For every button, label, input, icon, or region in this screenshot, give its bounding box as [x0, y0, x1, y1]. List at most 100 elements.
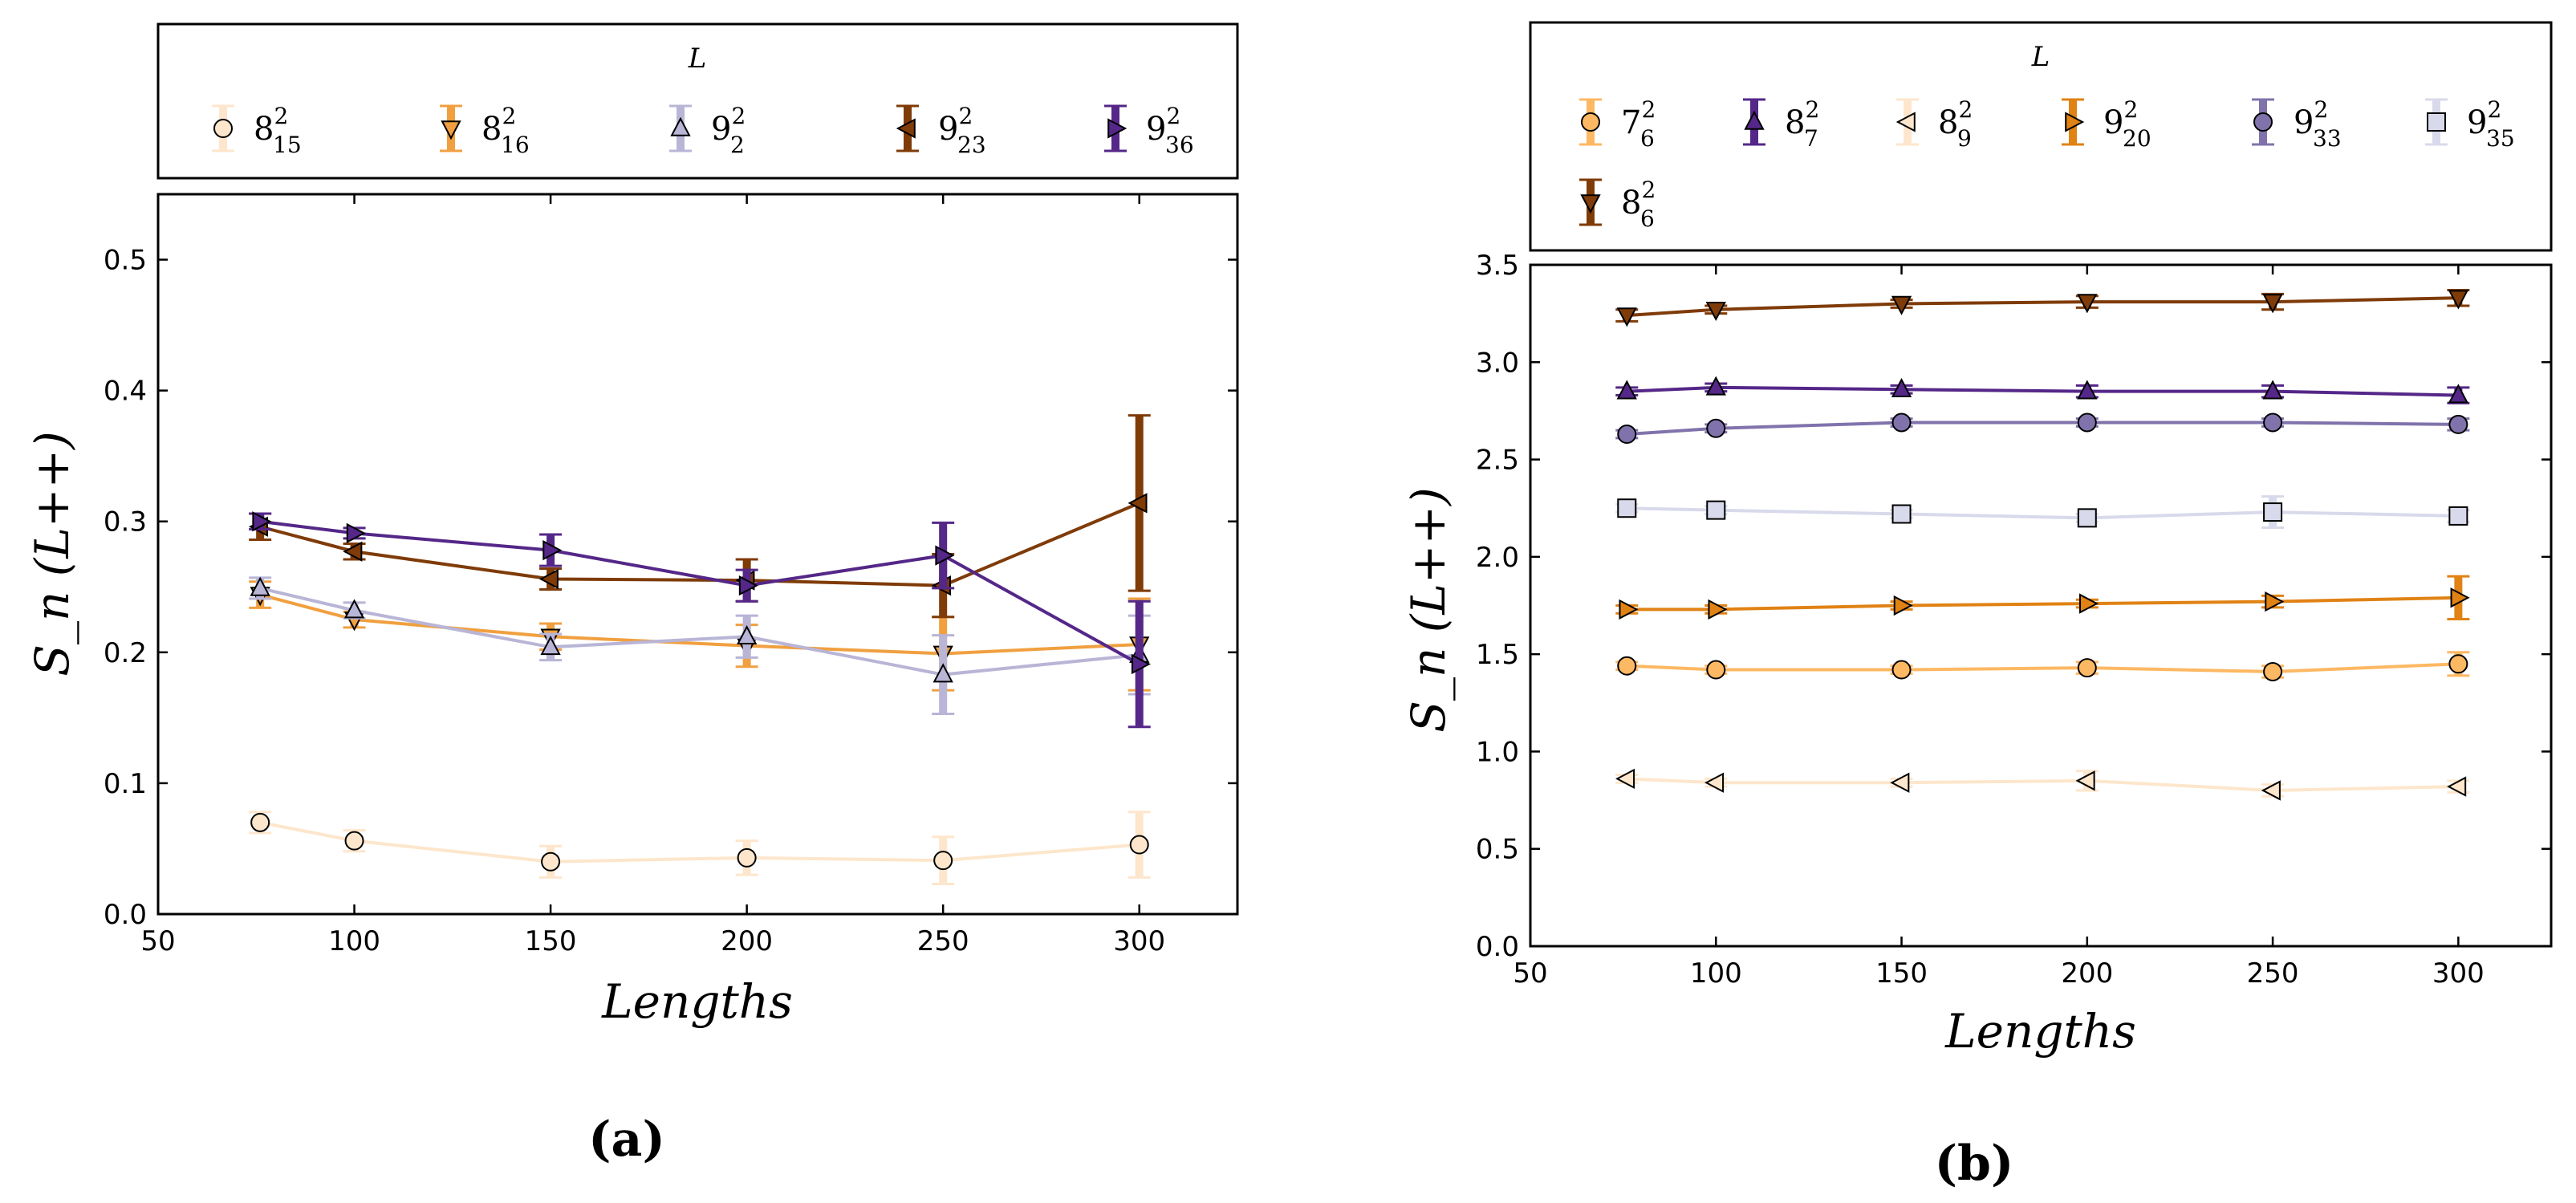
y-tick-label: 1.0 [1476, 736, 1519, 768]
series-2 [1615, 768, 2470, 801]
legend-entry-3: 92 20 [2062, 96, 2151, 152]
data-point [932, 663, 953, 683]
legend-label-base: 9 [711, 111, 731, 148]
data-point [1706, 500, 1726, 520]
x-tick-label: 250 [917, 925, 969, 957]
data-point [2077, 380, 2098, 400]
data-point [933, 851, 953, 871]
legend-label-base: 8 [1785, 104, 1805, 141]
legend-label-sup: 2 [1641, 177, 1656, 203]
series-line [1627, 296, 2459, 318]
data-point [2448, 654, 2468, 674]
series-0 [249, 811, 1151, 885]
series-group-b [1615, 289, 2470, 801]
legend-label-base: 9 [1146, 111, 1166, 148]
data-point [2262, 294, 2283, 314]
data-point [1708, 599, 1728, 620]
data-point [250, 812, 270, 832]
legend-entry-0: 82 15 [212, 103, 302, 158]
x-axis-label-b: Lengths [1944, 1004, 2136, 1059]
data-point [1617, 425, 1637, 445]
legend-label-sup: 2 [1958, 96, 1973, 123]
y-tick-label: 0.5 [104, 245, 147, 277]
data-point [1705, 376, 1726, 396]
data-point [2075, 770, 2095, 791]
legend-marker [1581, 112, 1600, 132]
data-point [2448, 506, 2468, 526]
series-line [259, 519, 1140, 666]
x-tick-label: 300 [2432, 957, 2485, 990]
legend-entry-0: 72 6 [1579, 96, 1656, 152]
y-tick-label: 0.3 [104, 506, 147, 539]
legend-label-sub: 23 [957, 132, 986, 158]
series-6 [1615, 289, 2470, 327]
series-0 [1615, 651, 2470, 681]
x-tick-label: 200 [2061, 957, 2113, 990]
legend-marker [2065, 112, 2085, 132]
panel-label-a: (a) [588, 1112, 665, 1168]
data-point [2448, 290, 2469, 310]
legend-label-sup: 2 [1166, 103, 1180, 129]
legend-label-sup: 2 [1641, 96, 1656, 123]
legend-label-sup: 2 [2487, 96, 2501, 123]
data-point [736, 625, 758, 645]
y-tick-label: 2.0 [1476, 542, 1519, 574]
data-point [541, 851, 561, 872]
legend-label-sub: 9 [1957, 125, 1972, 152]
legend-title-a: L [688, 43, 707, 75]
data-point [250, 576, 270, 596]
data-point [542, 539, 563, 561]
legend-box-a [156, 22, 1239, 180]
data-point [1128, 493, 1148, 514]
legend-marker [2427, 112, 2446, 132]
legend-label-base: 9 [2467, 104, 2487, 141]
legend-label-base: 9 [2103, 104, 2123, 141]
legend-label: 92 2 [711, 103, 746, 158]
x-tick-label: 50 [1513, 957, 1547, 990]
legend-label: 72 6 [1621, 96, 1656, 152]
data-point [1890, 772, 1910, 793]
x-tick-label: 150 [1875, 957, 1928, 990]
series-line [1627, 506, 2459, 520]
data-point [252, 511, 272, 532]
y-tick-label: 0.1 [104, 768, 147, 800]
legend-entry-2: 82 9 [1895, 96, 1973, 152]
series-line [259, 593, 1140, 656]
legend-label: 92 35 [2467, 96, 2515, 152]
series-1 [1615, 376, 2470, 404]
legend-label-sub: 20 [2123, 125, 2151, 152]
legend-label: 92 36 [1146, 103, 1194, 158]
data-point [1891, 660, 1912, 680]
x-tick-label: 300 [1113, 925, 1165, 957]
legend-title-b: L [2031, 41, 2050, 73]
legend-marker [1580, 194, 1601, 214]
legend-label-sub: 7 [1804, 125, 1818, 152]
legend-label: 82 15 [254, 103, 302, 158]
series-line [1627, 777, 2459, 792]
legend-entry-3: 92 23 [896, 103, 986, 158]
legend-label-sub: 36 [1165, 132, 1194, 158]
data-point [346, 522, 366, 544]
data-point [1891, 504, 1912, 524]
data-point [2261, 780, 2281, 801]
x-tick-label: 250 [2247, 957, 2299, 990]
legend-label-sub: 15 [273, 132, 302, 158]
panel-label-b: (b) [1935, 1136, 2014, 1192]
legend-entry-4: 92 36 [1104, 103, 1194, 158]
data-point [2262, 380, 2283, 400]
data-point [2079, 593, 2099, 614]
data-point [1706, 660, 1726, 680]
y-axis-label-a-text: S_n (L++) [25, 431, 79, 677]
data-point [2077, 658, 2097, 678]
legend-label-base: 8 [1621, 185, 1641, 221]
legend-label-sup: 2 [2123, 96, 2138, 123]
series-3 [1615, 575, 2470, 620]
series-3 [248, 414, 1151, 619]
y-tick-label: 0.2 [104, 637, 147, 669]
legend-label-sub: 35 [2486, 125, 2515, 152]
data-point [1891, 295, 1912, 315]
legend-box-b [1529, 21, 2553, 252]
legend-marker [1107, 118, 1128, 139]
